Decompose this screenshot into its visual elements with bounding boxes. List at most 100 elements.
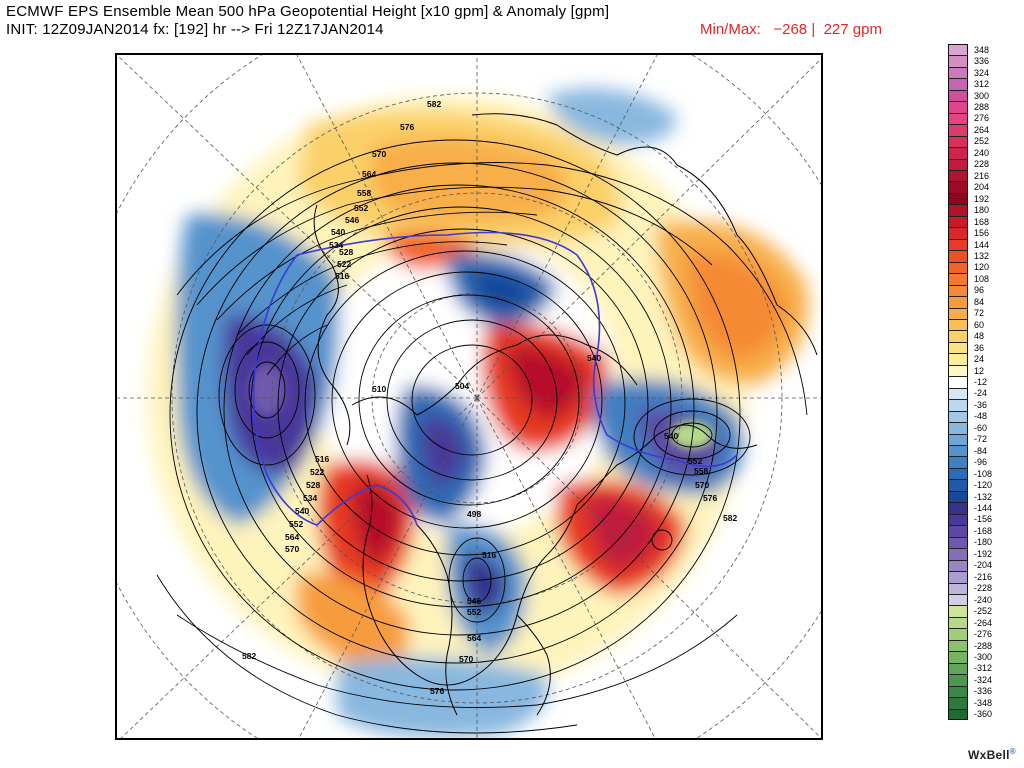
colorbar-swatch — [948, 639, 968, 652]
colorbar-swatch — [948, 192, 968, 205]
colorbar-swatch — [948, 422, 968, 435]
contour-label-570-europe: 570 — [372, 149, 386, 159]
contour-label-534-west: 534 — [303, 493, 317, 503]
colorbar-tick-label: -288 — [974, 640, 993, 651]
anomaly-positive-west-america — [297, 573, 409, 675]
colorbar-swatch — [948, 353, 968, 366]
colorbar-tick-label: 276 — [974, 113, 990, 124]
colorbar-tick-label: 48 — [974, 331, 985, 342]
colorbar-tick-label: 120 — [974, 262, 990, 273]
colorbar-swatch — [948, 135, 968, 148]
colorbar-tick-label: 204 — [974, 182, 990, 193]
colorbar-tick-label: 228 — [974, 159, 990, 170]
contour-label-546-east-america: 546 — [467, 596, 481, 606]
colorbar-swatch — [948, 330, 968, 343]
colorbar-swatch — [948, 502, 968, 515]
contour-label-552-asia: 552 — [688, 456, 702, 466]
colorbar-swatch — [948, 78, 968, 91]
colorbar-tick-label: -216 — [974, 571, 993, 582]
colorbar-swatch — [948, 479, 968, 492]
contour-label-504-arctic: 504 — [455, 381, 469, 391]
colorbar-tick-label: 240 — [974, 147, 990, 158]
colorbar-tick-label: 324 — [974, 67, 990, 78]
contour-label-582-pacific: 582 — [723, 513, 737, 523]
contour-label-570-west: 570 — [285, 544, 299, 554]
anomaly-positive-arctic-core — [507, 345, 587, 420]
colorbar-tick-label: -96 — [974, 457, 988, 468]
colorbar-swatch — [948, 559, 968, 572]
max-value: 227 gpm — [823, 21, 882, 38]
colorbar-swatch — [948, 525, 968, 538]
colorbar-swatch — [948, 548, 968, 561]
colorbar-tick-label: 156 — [974, 228, 990, 239]
polar-stereographic-map: 582 576 570 564 558 552 546 540 534 528 … — [115, 53, 823, 740]
contour-labels: 582 576 570 564 558 552 546 540 534 528 … — [242, 99, 737, 696]
anomaly-negative-hudson-core — [421, 415, 467, 487]
colorbar-tick-label: 252 — [974, 136, 990, 147]
colorbar-swatch — [948, 410, 968, 423]
colorbar-swatch — [948, 605, 968, 618]
contour-label-516-west: 516 — [315, 454, 329, 464]
anomaly-positive-asia-core — [687, 253, 787, 360]
colorbar-swatch — [948, 250, 968, 263]
contour-label-564-east-america: 564 — [467, 633, 481, 643]
contour-label-570-east-america: 570 — [459, 654, 473, 664]
colorbar-swatch — [948, 89, 968, 102]
anomaly-negative-east-america-core — [462, 554, 507, 615]
colorbar-swatch — [948, 445, 968, 457]
colorbar-tick-label: 24 — [974, 354, 985, 365]
colorbar-swatch — [948, 112, 968, 125]
anomaly-negative-north-europe — [547, 88, 677, 145]
colorbar-tick-label: 264 — [974, 124, 990, 135]
map-canvas: 582 576 570 564 558 552 546 540 534 528 … — [117, 55, 821, 738]
colorbar-tick-label: -168 — [974, 525, 993, 536]
colorbar-swatch — [948, 307, 968, 320]
colorbar-tick-label: -300 — [974, 651, 993, 662]
contour-label-564-west: 564 — [285, 532, 299, 542]
colorbar-swatch — [948, 364, 968, 377]
colorbar-swatch — [948, 341, 968, 354]
colorbar-tick-label: -108 — [974, 468, 993, 479]
colorbar-swatch — [948, 513, 968, 526]
colorbar-swatch — [948, 697, 968, 710]
colorbar-swatch — [948, 708, 968, 721]
contour-label-558-asia: 558 — [694, 466, 708, 476]
colorbar-swatch — [948, 616, 968, 629]
colorbar-swatch — [948, 273, 968, 286]
contour-label-534-europe: 534 — [329, 240, 343, 250]
colorbar-tick-label: 72 — [974, 308, 985, 319]
colorbar-tick-label: 144 — [974, 239, 990, 250]
colorbar-swatch — [948, 685, 968, 698]
contour-label-576-asia: 576 — [703, 493, 717, 503]
contour-label-540-arctic: 540 — [587, 353, 601, 363]
colorbar-swatch — [948, 456, 968, 469]
colorbar-tick-label: -132 — [974, 491, 993, 502]
colorbar-tick-label: -204 — [974, 560, 993, 571]
colorbar-tick-label: 300 — [974, 90, 990, 101]
colorbar-tick-label: -312 — [974, 663, 993, 674]
colorbar-swatch — [948, 433, 968, 446]
colorbar-tick-label: -36 — [974, 399, 988, 410]
colorbar-swatch — [948, 582, 968, 595]
colorbar-tick-label: -12 — [974, 377, 988, 387]
colorbar-swatch — [948, 628, 968, 641]
colorbar-swatch — [948, 387, 968, 400]
contour-label-528-west: 528 — [306, 480, 320, 490]
height-contours-blue — [252, 231, 738, 526]
anomaly-min-center-east-asia — [670, 421, 714, 449]
colorbar-tick-label: 216 — [974, 170, 990, 181]
colorbar-tick-label: -360 — [974, 709, 993, 720]
colorbar-tick-label: -264 — [974, 617, 993, 628]
colorbar-tick-label: 84 — [974, 296, 985, 307]
contour-label-528-europe: 528 — [339, 247, 353, 257]
min-max-separator: | — [811, 21, 816, 38]
contour-label-552-east-america: 552 — [467, 607, 481, 617]
contour-label-522-europe: 522 — [337, 259, 351, 269]
contour-label-516-europe: 516 — [335, 271, 349, 281]
colorbar-tick-label: 132 — [974, 250, 990, 261]
map-title: ECMWF EPS Ensemble Mean 500 hPa Geopoten… — [6, 3, 610, 20]
min-value: −268 — [773, 21, 808, 38]
colorbar-tick-label: -60 — [974, 422, 988, 433]
min-max-label: Min/Max: — [700, 21, 761, 38]
init-forecast-line: INIT: 12Z09JAN2014 fx: [192] hr --> Fri … — [6, 21, 384, 38]
